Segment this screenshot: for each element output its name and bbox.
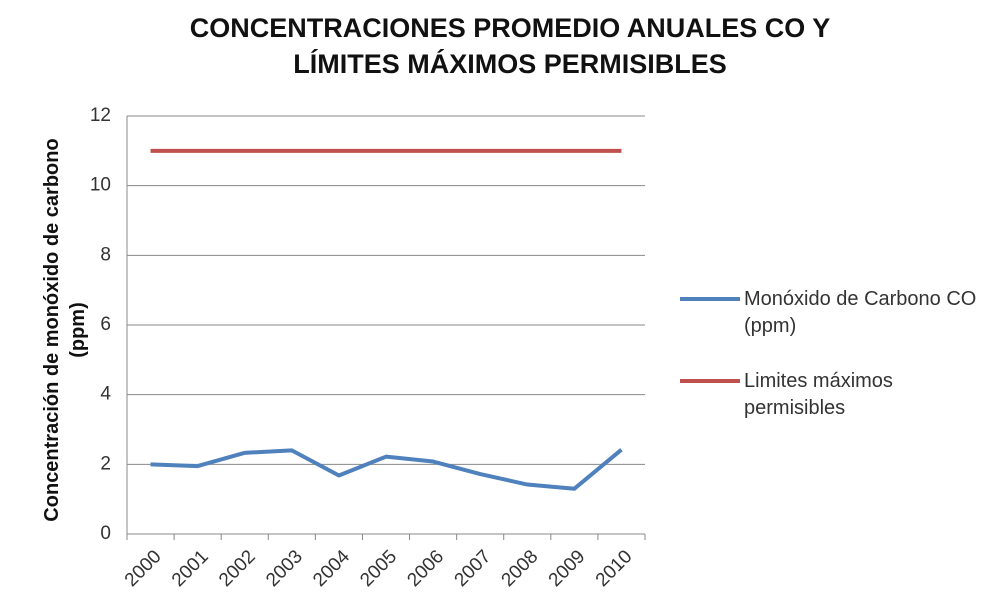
legend-swatch [680, 379, 740, 383]
x-tick-label: 2003 [262, 546, 307, 591]
x-tick-label: 2008 [498, 546, 543, 591]
x-tick-label: 2006 [403, 546, 448, 591]
y-tick-label: 10 [90, 175, 111, 196]
y-tick-label: 6 [100, 314, 111, 335]
x-tick-label: 2010 [592, 546, 637, 591]
x-tick-label: 2000 [121, 546, 166, 591]
legend-label: Limites máximos permisibles [744, 370, 893, 419]
legend-item: Limites máximos permisibles [680, 368, 994, 422]
chart-title: CONCENTRACIONES PROMEDIO ANUALES CO Y LÍ… [189, 13, 831, 79]
legend-swatch [680, 297, 740, 301]
y-tick-label: 0 [100, 523, 111, 544]
line-series [150, 448, 623, 491]
y-tick-label: 12 [90, 105, 111, 126]
x-tick-label: 2001 [168, 546, 213, 591]
legend-label: Monóxido de Carbono CO (ppm) [744, 288, 977, 337]
y-tick-label: 8 [100, 244, 111, 265]
legend-item: Monóxido de Carbono CO (ppm) [680, 286, 994, 340]
y-tick-label: 4 [100, 384, 111, 405]
x-tick-label: 2009 [545, 546, 590, 591]
y-tick-label: 2 [100, 453, 111, 474]
x-tick-label: 2004 [309, 546, 354, 591]
x-tick-label: 2002 [215, 546, 260, 591]
x-tick-label: 2005 [356, 546, 401, 591]
x-tick-label: 2007 [451, 546, 496, 591]
